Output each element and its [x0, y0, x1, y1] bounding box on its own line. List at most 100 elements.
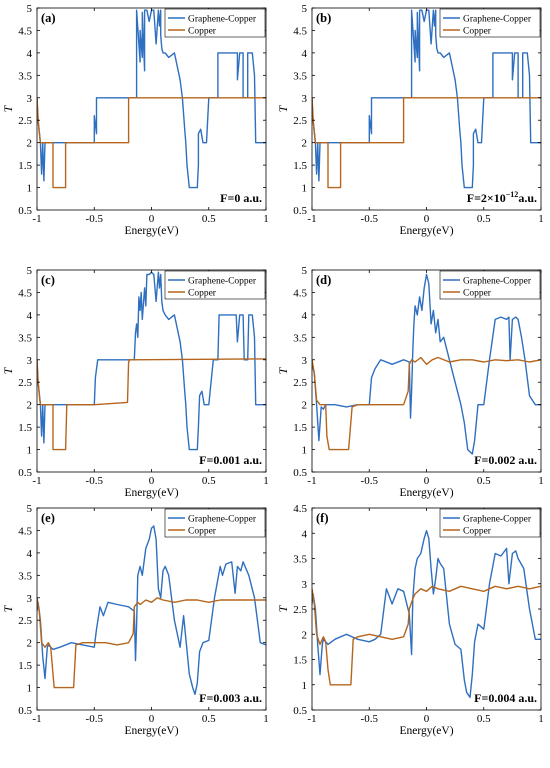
- y-tick-label: 1.5: [293, 422, 307, 434]
- x-tick-label: 1: [538, 475, 544, 487]
- legend-box: [164, 270, 266, 300]
- series-group: [312, 530, 541, 699]
- y-axis-label: T: [276, 104, 290, 112]
- y-tick-label: 5: [302, 265, 308, 277]
- y-tick-label: 2: [27, 138, 33, 150]
- y-tick-label: 3.5: [293, 70, 307, 82]
- y-tick-label: 4: [302, 528, 308, 540]
- chart-panel: -1 -0.5 0 0.5 1 0.5 1 1.5 2 2.5 3 3.5 4 4.5 Energy(eV)…: [276, 503, 544, 737]
- y-tick-label: 0.5: [18, 205, 32, 217]
- annotation-main: F=0 a.u.: [220, 191, 262, 205]
- y-tick-label: 2: [302, 629, 308, 641]
- x-axis-label: Energy(eV): [124, 725, 178, 737]
- legend-label: Graphene-Copper: [188, 277, 257, 287]
- x-tick-label: -0.5: [361, 713, 379, 725]
- x-tick-label: 0.5: [477, 713, 491, 725]
- y-tick-label: 2.5: [293, 115, 307, 127]
- y-tick-label: 4: [27, 48, 33, 60]
- x-tick-label: -0.5: [86, 713, 104, 725]
- y-tick-label: 4: [27, 548, 33, 560]
- x-tick-label: 0: [149, 475, 155, 487]
- field-annotation: F=0.003 a.u.: [199, 691, 262, 705]
- chart-panel: -1 -0.5 0 0.5 1 0.5 1 1.5 2 2.5 3 3.5 4 4.5 5 Energy(eV…: [1, 3, 269, 237]
- y-tick-label: 1.5: [18, 660, 32, 672]
- x-axis-label: Energy(eV): [399, 225, 453, 237]
- annotation-main: F=0.001 a.u.: [199, 453, 262, 467]
- y-tick-label: 2: [302, 138, 308, 150]
- x-tick-label: 1: [263, 713, 269, 725]
- series-group: [37, 271, 266, 451]
- legend-label: Copper: [463, 289, 492, 299]
- y-tick-label: 4.5: [293, 287, 307, 299]
- legend-label: Copper: [188, 289, 217, 299]
- y-tick-label: 1: [27, 183, 33, 195]
- x-tick-label: -1: [307, 713, 316, 725]
- series-line-copper: [37, 358, 266, 451]
- series-line-graphene-copper: [37, 9, 266, 189]
- y-tick-label: 3: [302, 93, 308, 105]
- legend-box: [439, 270, 541, 300]
- x-axis-label: Energy(eV): [399, 487, 453, 499]
- y-tick-label: 4.5: [18, 25, 32, 37]
- x-tick-label: 1: [263, 475, 269, 487]
- y-tick-label: 1.5: [293, 655, 307, 667]
- axes-frame: [311, 507, 542, 711]
- x-tick-label: 0: [424, 713, 430, 725]
- chart-panel: -1 -0.5 0 0.5 1 0.5 1 1.5 2 2.5 3 3.5 4 4.5 5 Energy(eV…: [276, 265, 544, 499]
- y-tick-label: 1.5: [18, 160, 32, 172]
- series-group: [312, 9, 541, 189]
- y-tick-label: 4.5: [18, 525, 32, 537]
- x-tick-label: 0: [149, 713, 155, 725]
- x-axis-label: Energy(eV): [124, 487, 178, 499]
- y-tick-label: 4: [27, 310, 33, 322]
- annotation-main: F=0.002 a.u.: [474, 453, 537, 467]
- field-annotation: F=2×10−12a.u.: [467, 190, 537, 205]
- x-tick-label: -1: [32, 475, 41, 487]
- y-tick-label: 4: [302, 48, 308, 60]
- series-line-graphene-copper: [312, 530, 541, 699]
- x-tick-label: 0.5: [477, 213, 491, 225]
- x-tick-label: -1: [307, 475, 316, 487]
- y-tick-label: 3: [302, 579, 308, 591]
- x-tick-label: 0: [149, 213, 155, 225]
- x-tick-label: 0.5: [202, 213, 216, 225]
- x-tick-label: -1: [32, 713, 41, 725]
- y-tick-label: 3: [27, 93, 33, 105]
- legend-box: [164, 508, 266, 538]
- x-tick-label: -0.5: [361, 213, 379, 225]
- field-annotation: F=0.001 a.u.: [199, 453, 262, 467]
- axes-frame: [36, 507, 267, 711]
- x-tick-label: -0.5: [361, 475, 379, 487]
- x-tick-label: -0.5: [86, 475, 104, 487]
- panel-label: (c): [41, 273, 55, 287]
- series-group: [37, 9, 266, 189]
- x-axis-label: Energy(eV): [124, 225, 178, 237]
- y-tick-label: 5: [27, 3, 33, 15]
- x-tick-label: 1: [538, 213, 544, 225]
- field-annotation: F=0.004 a.u.: [474, 691, 537, 705]
- y-tick-label: 3.5: [293, 332, 307, 344]
- legend-box: [164, 8, 266, 38]
- series-line-copper: [37, 97, 266, 189]
- series-line-copper: [312, 97, 541, 189]
- annotation-main: F=0.004 a.u.: [474, 691, 537, 705]
- y-tick-label: 2.5: [293, 604, 307, 616]
- y-tick-label: 1: [27, 683, 33, 695]
- series-line-copper: [312, 356, 541, 451]
- field-annotation: F=0 a.u.: [220, 191, 262, 205]
- series-group: [37, 525, 266, 695]
- axes-frame: [311, 269, 542, 473]
- panel-label: (b): [316, 11, 331, 25]
- y-tick-label: 1.5: [293, 160, 307, 172]
- legend-label: Graphene-Copper: [188, 15, 257, 25]
- annotation-main: F=2×10: [467, 191, 506, 205]
- legend-label: Graphene-Copper: [463, 515, 532, 525]
- y-axis-label: T: [276, 604, 290, 612]
- annotation-exponent: −12: [506, 190, 519, 199]
- field-annotation: F=0.002 a.u.: [474, 453, 537, 467]
- y-tick-label: 1: [27, 445, 33, 457]
- x-tick-label: 0: [424, 475, 430, 487]
- legend-label: Graphene-Copper: [463, 277, 532, 287]
- y-tick-label: 5: [27, 503, 33, 515]
